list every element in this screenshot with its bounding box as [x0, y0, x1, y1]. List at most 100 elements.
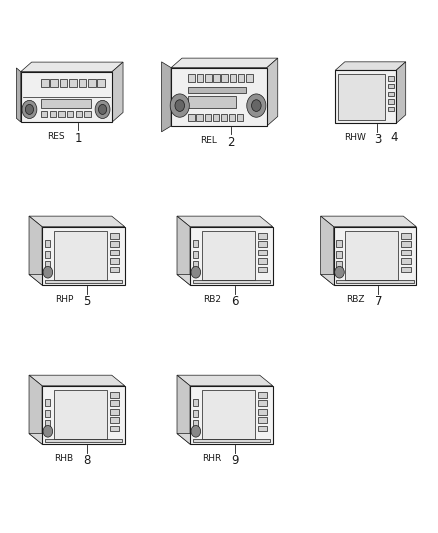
- FancyBboxPatch shape: [338, 74, 385, 119]
- Polygon shape: [112, 62, 123, 122]
- Polygon shape: [171, 68, 267, 126]
- FancyBboxPatch shape: [45, 261, 50, 268]
- Polygon shape: [177, 216, 273, 227]
- FancyBboxPatch shape: [197, 114, 203, 122]
- FancyBboxPatch shape: [188, 74, 195, 82]
- FancyBboxPatch shape: [258, 392, 267, 398]
- FancyBboxPatch shape: [388, 99, 394, 104]
- FancyBboxPatch shape: [258, 258, 267, 264]
- Circle shape: [25, 104, 34, 115]
- FancyBboxPatch shape: [388, 84, 394, 88]
- FancyBboxPatch shape: [205, 114, 211, 122]
- FancyBboxPatch shape: [78, 79, 86, 87]
- FancyBboxPatch shape: [110, 266, 120, 272]
- FancyBboxPatch shape: [188, 114, 194, 122]
- FancyBboxPatch shape: [84, 111, 91, 117]
- Polygon shape: [29, 433, 125, 444]
- Polygon shape: [162, 62, 171, 132]
- Polygon shape: [177, 274, 273, 285]
- FancyBboxPatch shape: [238, 74, 244, 82]
- FancyBboxPatch shape: [193, 261, 198, 268]
- Polygon shape: [190, 227, 273, 285]
- FancyBboxPatch shape: [201, 391, 254, 439]
- FancyBboxPatch shape: [258, 400, 267, 406]
- Circle shape: [43, 425, 53, 437]
- FancyBboxPatch shape: [258, 250, 267, 255]
- FancyBboxPatch shape: [402, 233, 411, 239]
- Polygon shape: [42, 386, 125, 444]
- Text: 9: 9: [231, 454, 238, 467]
- FancyBboxPatch shape: [201, 231, 254, 280]
- Circle shape: [170, 94, 189, 117]
- Polygon shape: [21, 62, 123, 71]
- FancyBboxPatch shape: [110, 417, 120, 423]
- FancyBboxPatch shape: [58, 111, 65, 117]
- FancyBboxPatch shape: [258, 241, 267, 247]
- FancyBboxPatch shape: [69, 79, 77, 87]
- Polygon shape: [396, 62, 406, 123]
- FancyBboxPatch shape: [193, 439, 270, 442]
- Text: RBZ: RBZ: [346, 295, 365, 304]
- Polygon shape: [177, 433, 273, 444]
- Text: 1: 1: [74, 132, 82, 144]
- Polygon shape: [29, 375, 42, 444]
- FancyBboxPatch shape: [237, 114, 244, 122]
- FancyBboxPatch shape: [402, 241, 411, 247]
- FancyBboxPatch shape: [45, 251, 50, 257]
- FancyBboxPatch shape: [229, 114, 235, 122]
- FancyBboxPatch shape: [388, 107, 394, 111]
- Text: 5: 5: [83, 295, 90, 308]
- Polygon shape: [177, 375, 190, 444]
- Polygon shape: [190, 386, 273, 444]
- Polygon shape: [29, 375, 125, 386]
- Polygon shape: [321, 216, 417, 227]
- FancyBboxPatch shape: [188, 95, 236, 109]
- FancyBboxPatch shape: [388, 76, 394, 81]
- FancyBboxPatch shape: [110, 233, 120, 239]
- FancyBboxPatch shape: [45, 420, 50, 427]
- FancyBboxPatch shape: [110, 400, 120, 406]
- Text: REL: REL: [200, 135, 216, 144]
- FancyBboxPatch shape: [188, 87, 246, 93]
- Polygon shape: [29, 216, 42, 285]
- Polygon shape: [29, 274, 125, 285]
- Polygon shape: [335, 70, 396, 123]
- Circle shape: [99, 104, 106, 115]
- Polygon shape: [16, 68, 21, 122]
- FancyBboxPatch shape: [193, 399, 198, 406]
- FancyBboxPatch shape: [258, 417, 267, 423]
- FancyBboxPatch shape: [402, 266, 411, 272]
- Text: RHB: RHB: [54, 454, 74, 463]
- FancyBboxPatch shape: [213, 114, 219, 122]
- Circle shape: [191, 425, 201, 437]
- Polygon shape: [267, 58, 278, 126]
- FancyBboxPatch shape: [54, 391, 106, 439]
- FancyBboxPatch shape: [246, 74, 253, 82]
- FancyBboxPatch shape: [258, 426, 267, 431]
- Circle shape: [191, 266, 201, 278]
- Text: RHR: RHR: [202, 454, 222, 463]
- FancyBboxPatch shape: [221, 114, 227, 122]
- FancyBboxPatch shape: [45, 399, 50, 406]
- Circle shape: [43, 266, 53, 278]
- Circle shape: [175, 100, 184, 111]
- Polygon shape: [21, 71, 112, 122]
- FancyBboxPatch shape: [402, 250, 411, 255]
- FancyBboxPatch shape: [49, 111, 56, 117]
- Circle shape: [95, 100, 110, 118]
- FancyBboxPatch shape: [345, 231, 398, 280]
- Text: RB2: RB2: [203, 295, 221, 304]
- FancyBboxPatch shape: [110, 241, 120, 247]
- FancyBboxPatch shape: [258, 409, 267, 415]
- FancyBboxPatch shape: [336, 251, 342, 257]
- FancyBboxPatch shape: [336, 280, 414, 284]
- FancyBboxPatch shape: [336, 240, 342, 247]
- FancyBboxPatch shape: [41, 79, 49, 87]
- Text: RES: RES: [47, 132, 64, 141]
- Text: 2: 2: [227, 135, 234, 149]
- FancyBboxPatch shape: [193, 251, 198, 257]
- FancyBboxPatch shape: [50, 79, 58, 87]
- Text: RHW: RHW: [344, 133, 366, 142]
- FancyBboxPatch shape: [45, 280, 122, 284]
- Polygon shape: [171, 58, 278, 68]
